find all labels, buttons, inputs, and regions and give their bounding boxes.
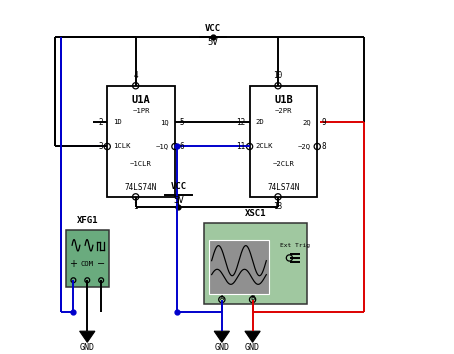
Text: GND: GND: [245, 343, 260, 352]
Text: 9: 9: [321, 118, 326, 127]
Text: 1CLK: 1CLK: [114, 143, 131, 149]
Text: −: −: [97, 259, 105, 269]
Text: 74LS74N: 74LS74N: [125, 183, 157, 192]
Text: VCC: VCC: [170, 182, 187, 190]
Text: 10: 10: [273, 71, 283, 80]
Text: 2Q: 2Q: [302, 119, 311, 125]
Text: 74LS74N: 74LS74N: [267, 183, 300, 192]
Bar: [107, 86, 175, 197]
Text: 5V: 5V: [173, 196, 184, 205]
Text: ~1PR: ~1PR: [132, 108, 150, 114]
Text: 4: 4: [133, 71, 138, 80]
Bar: [65, 230, 109, 287]
Text: U1B: U1B: [274, 96, 293, 105]
Text: 5: 5: [179, 118, 184, 127]
Text: 2CLK: 2CLK: [256, 143, 273, 149]
Text: B: B: [251, 295, 255, 301]
Polygon shape: [214, 331, 229, 342]
Text: VCC: VCC: [205, 24, 221, 33]
Text: 13: 13: [273, 202, 283, 211]
Text: 12: 12: [236, 118, 246, 127]
Polygon shape: [79, 331, 95, 342]
Text: 8: 8: [321, 142, 326, 151]
Text: GND: GND: [80, 343, 95, 352]
Text: 2D: 2D: [256, 119, 265, 125]
Text: 11: 11: [236, 142, 246, 151]
Text: COM: COM: [81, 261, 94, 267]
Text: 6: 6: [179, 142, 184, 151]
Text: 1Q: 1Q: [160, 119, 169, 125]
Text: 3: 3: [99, 142, 103, 151]
Text: +: +: [69, 259, 77, 269]
Bar: [208, 240, 269, 294]
Bar: [204, 223, 307, 304]
Text: ~1CLR: ~1CLR: [130, 161, 152, 167]
Bar: [250, 86, 317, 197]
Text: XSC1: XSC1: [245, 209, 266, 218]
Text: XFG1: XFG1: [77, 216, 98, 225]
Text: A: A: [220, 295, 224, 301]
Text: ~2CLR: ~2CLR: [272, 161, 294, 167]
Text: 2: 2: [99, 118, 103, 127]
Text: 5V: 5V: [208, 38, 218, 47]
Text: 1D: 1D: [114, 119, 122, 125]
Text: ~2PR: ~2PR: [275, 108, 292, 114]
Text: GND: GND: [214, 343, 229, 352]
Text: ~2Q: ~2Q: [298, 143, 311, 149]
Text: ~1Q: ~1Q: [156, 143, 169, 149]
Text: 1: 1: [133, 202, 138, 211]
Text: U1A: U1A: [132, 96, 150, 105]
Text: Ext Trig: Ext Trig: [280, 243, 310, 248]
Polygon shape: [245, 331, 260, 342]
